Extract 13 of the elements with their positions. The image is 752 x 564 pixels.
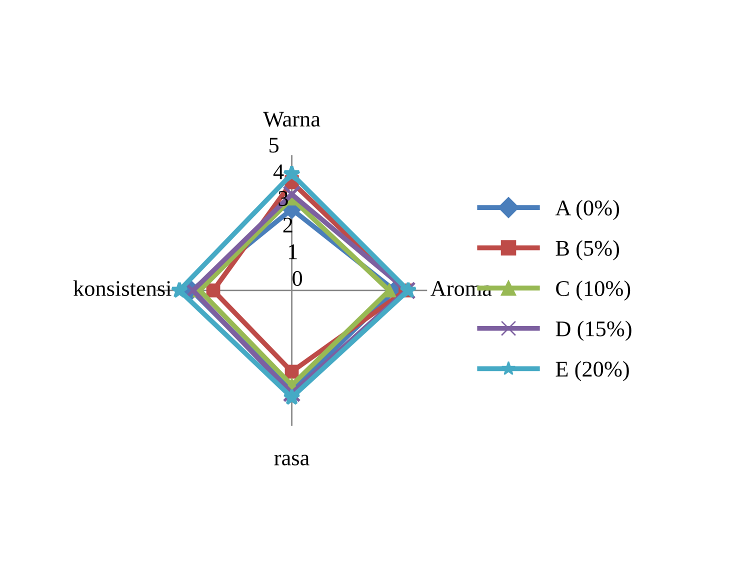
legend-label: E (20%) — [556, 361, 629, 382]
legend-label: B (5%) — [556, 240, 619, 260]
y-tick-label: 4 — [273, 164, 284, 180]
y-tick-label: 0 — [292, 270, 302, 286]
spoke-label: konsistensi — [73, 280, 172, 296]
y-tick-label: 2 — [283, 218, 292, 232]
spoke-label: rasa — [274, 454, 310, 466]
legend-label: A (0%) — [555, 200, 620, 220]
legend-label: C (10%) — [556, 280, 630, 301]
legend-label: D (15%) — [556, 320, 632, 341]
y-tick-label: 5 — [270, 138, 279, 153]
y-tick-label: 1 — [289, 244, 297, 260]
spoke-label: Warna — [263, 112, 320, 127]
